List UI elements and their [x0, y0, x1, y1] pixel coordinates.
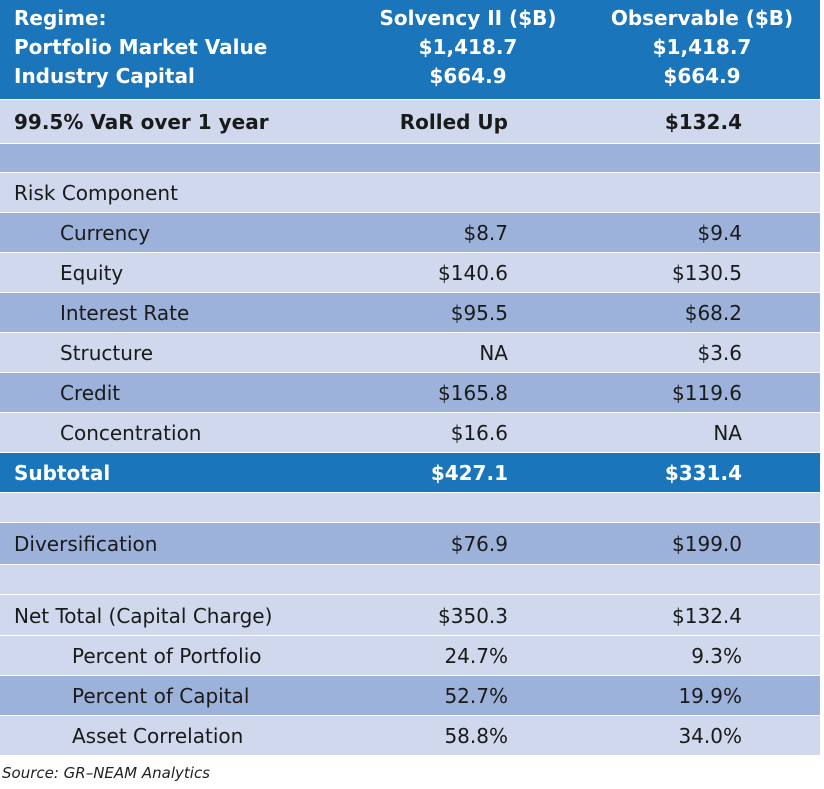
cell-value: 24.7% [444, 644, 508, 668]
row-label: Equity [60, 261, 124, 285]
cell-value: $664.9 [663, 64, 741, 88]
cell-value: $1,418.7 [652, 35, 752, 59]
table-row: Risk Component [0, 173, 820, 213]
row-label: Structure [60, 341, 154, 365]
row-label: Portfolio Market Value [14, 35, 268, 59]
cell-value: $132.4 [664, 110, 742, 134]
cell-value: $68.2 [684, 301, 742, 325]
row-label: Risk Component [14, 181, 178, 205]
table-row: Subtotal $427.1 $331.4 [0, 453, 820, 493]
header: Regime: Solvency II ($B) Observable ($B) Po… [0, 0, 820, 100]
row-label: Percent of Capital [72, 684, 250, 708]
table-row: 99.5% VaR over 1 year Rolled Up $132.4 [0, 100, 820, 144]
row-label: Currency [60, 221, 151, 245]
row-label: Interest Rate [60, 301, 190, 325]
cell-value: $1,418.7 [418, 35, 518, 59]
row-label: Diversification [14, 532, 158, 556]
cell-value: $140.6 [438, 261, 508, 285]
cell-value: $331.4 [664, 461, 742, 485]
spacer-row [0, 144, 820, 173]
row-label: Subtotal [14, 461, 111, 485]
cell-value: 58.8% [444, 724, 508, 748]
cell-value: $8.7 [463, 221, 508, 245]
table-row: Currency $8.7 $9.4 [0, 213, 820, 253]
row-label: Credit [60, 381, 121, 405]
cell-value: 34.0% [678, 724, 742, 748]
cell-value: $130.5 [672, 261, 742, 285]
cell-value: Solvency II ($B) [379, 6, 557, 30]
cell-value: $76.9 [450, 532, 508, 556]
cell-value: $95.5 [450, 301, 508, 325]
cell-value: $199.0 [672, 532, 742, 556]
table-row: Credit $165.8 $119.6 [0, 373, 820, 413]
row-label: Industry Capital [14, 64, 195, 88]
row-label: 99.5% VaR over 1 year [14, 110, 269, 134]
cell-value: NA [713, 421, 742, 445]
cell-value: $9.4 [697, 221, 742, 245]
cell-value: $165.8 [438, 381, 508, 405]
cell-value: $350.3 [438, 603, 508, 628]
cell-value: 19.9% [678, 684, 742, 708]
table-row: Structure NA $3.6 [0, 333, 820, 373]
row-label: Percent of Portfolio [72, 644, 262, 668]
cell-value: Observable ($B) [610, 6, 794, 30]
table-row: Concentration $16.6 NA [0, 413, 820, 453]
table-row: Percent of Capital 52.7% 19.9% [0, 676, 820, 716]
cell-value: $3.6 [697, 341, 742, 365]
table-row: Net Total (Capital Charge) $350.3 $132.4 [0, 595, 820, 636]
row-label: Net Total (Capital Charge) [14, 603, 273, 628]
cell-value: 52.7% [444, 684, 508, 708]
table-row: Diversification $76.9 $199.0 [0, 523, 820, 565]
cell-value: $16.6 [450, 421, 508, 445]
row-label: Asset Correlation [72, 724, 244, 748]
row-label: Regime: [14, 6, 107, 30]
cell-value: $132.4 [672, 603, 742, 628]
cell-value: $119.6 [672, 381, 742, 405]
cell-value: $427.1 [430, 461, 508, 485]
cell-value: NA [479, 341, 508, 365]
cell-value: 9.3% [691, 644, 742, 668]
spacer-row [0, 493, 820, 523]
row-label: Concentration [60, 421, 202, 445]
cell-value: $664.9 [429, 64, 507, 88]
source: Source: GR–NEAM Analytics [2, 764, 211, 782]
table-row: Asset Correlation 58.8% 34.0% [0, 716, 820, 756]
table-row: Equity $140.6 $130.5 [0, 253, 820, 293]
spacer-row [0, 565, 820, 595]
table-row: Interest Rate $95.5 $68.2 [0, 293, 820, 333]
cell-value: Rolled Up [399, 110, 508, 134]
table-row: Percent of Portfolio 24.7% 9.3% [0, 636, 820, 676]
